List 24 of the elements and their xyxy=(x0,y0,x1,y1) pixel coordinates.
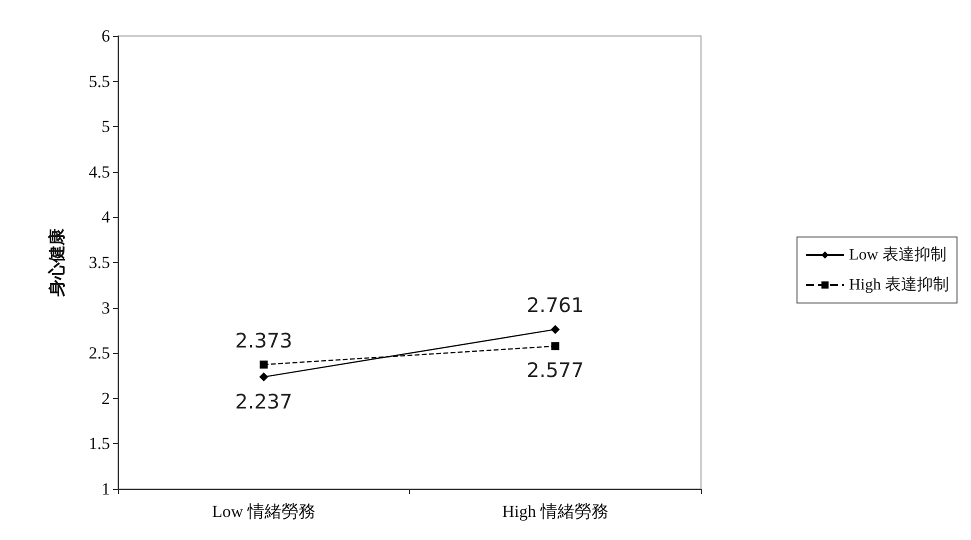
y-tick-label: 1 xyxy=(102,480,110,498)
y-tick-label: 5 xyxy=(102,117,110,136)
point xyxy=(259,372,268,382)
point xyxy=(260,360,268,369)
y-tick-label: 1.5 xyxy=(88,434,110,454)
x-tick-label: High 情緒勞務 xyxy=(502,502,608,521)
data-label: 2.373 xyxy=(235,328,292,353)
data-label: 2.237 xyxy=(235,389,292,414)
y-tick-label: 2.5 xyxy=(88,344,110,363)
y-tick-label: 3 xyxy=(102,298,110,318)
legend-label: Low 表達抑制 xyxy=(849,246,946,264)
y-tick-label: 4.5 xyxy=(88,162,110,182)
y-tick-label: 4 xyxy=(102,208,110,227)
x-tick-label: Low 情緒勞務 xyxy=(212,502,316,521)
data-label: 2.577 xyxy=(526,358,584,382)
y-tick-label: 2 xyxy=(102,388,110,408)
y-tick-label: 5.5 xyxy=(88,72,110,91)
y-tick-label: 6 xyxy=(102,26,110,46)
point xyxy=(551,342,560,350)
y-tick-label: 3.5 xyxy=(88,253,110,272)
legend-label: High 表達抑制 xyxy=(849,276,949,294)
y-axis-title: 身心健康 xyxy=(48,228,68,298)
point xyxy=(550,324,560,334)
data-label: 2.761 xyxy=(526,292,584,317)
